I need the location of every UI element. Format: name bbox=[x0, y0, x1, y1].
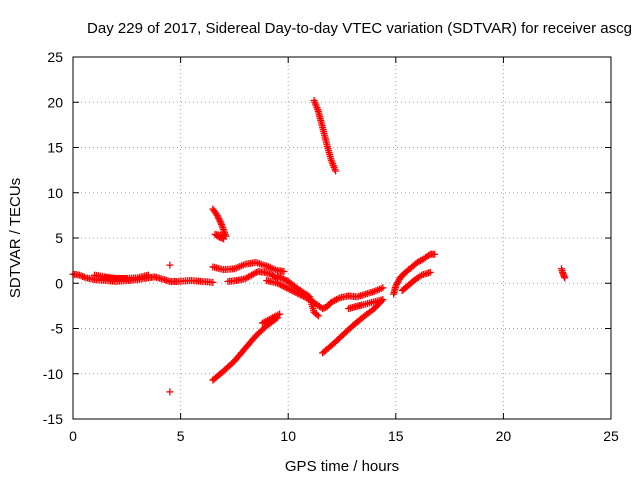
data-point bbox=[275, 273, 283, 281]
data-point bbox=[209, 278, 217, 286]
y-axis-label: SDTVAR / TECUs bbox=[7, 178, 24, 298]
x-tick-label: 5 bbox=[177, 428, 185, 444]
axis-ticks: 0 5 10 15 20 25 -15 -10 -5 0 5 10 15 20 25 bbox=[43, 49, 619, 444]
data-point bbox=[276, 310, 284, 318]
data-point bbox=[289, 287, 297, 295]
data-point bbox=[278, 274, 286, 282]
y-tick-label: 15 bbox=[47, 140, 63, 156]
data-markers bbox=[69, 96, 569, 396]
data-point bbox=[166, 261, 174, 269]
data-point bbox=[425, 251, 433, 259]
data-point bbox=[313, 311, 321, 319]
data-point bbox=[166, 388, 174, 396]
y-tick-label: 5 bbox=[55, 230, 63, 246]
y-tick-label: 20 bbox=[47, 94, 63, 110]
data-point bbox=[281, 276, 289, 284]
data-point bbox=[284, 285, 292, 293]
x-axis-label: GPS time / hours bbox=[285, 458, 399, 475]
x-tick-label: 10 bbox=[280, 428, 296, 444]
data-point bbox=[280, 267, 288, 275]
x-tick-label: 15 bbox=[388, 428, 404, 444]
data-point bbox=[277, 281, 285, 289]
y-tick-label: 0 bbox=[55, 275, 63, 291]
data-point bbox=[144, 271, 152, 279]
data-point bbox=[357, 301, 365, 309]
data-point bbox=[416, 272, 424, 280]
data-point bbox=[80, 273, 88, 281]
data-point bbox=[220, 235, 228, 243]
chart-title: Day 229 of 2017, Sidereal Day-to-day VTE… bbox=[87, 20, 632, 37]
data-point bbox=[426, 268, 434, 276]
grid-lines bbox=[73, 57, 611, 419]
y-tick-label: -5 bbox=[51, 321, 64, 337]
y-tick-label: -10 bbox=[43, 366, 63, 382]
data-point bbox=[273, 272, 281, 280]
data-point bbox=[273, 279, 281, 287]
data-point bbox=[79, 272, 87, 280]
data-point bbox=[213, 211, 221, 219]
y-tick-label: 25 bbox=[47, 49, 63, 65]
data-point bbox=[214, 213, 222, 221]
data-point bbox=[216, 217, 224, 225]
data-point bbox=[314, 312, 322, 320]
data-point bbox=[217, 219, 225, 227]
data-point bbox=[561, 274, 569, 282]
data-point bbox=[215, 214, 223, 222]
data-point bbox=[215, 216, 223, 224]
data-point bbox=[77, 272, 85, 280]
y-tick-label: -15 bbox=[43, 411, 63, 427]
data-point bbox=[332, 167, 340, 175]
data-point bbox=[280, 282, 288, 290]
data-point bbox=[280, 275, 288, 283]
data-point bbox=[278, 282, 286, 290]
x-tick-label: 25 bbox=[603, 428, 619, 444]
data-point bbox=[277, 274, 285, 282]
y-tick-label: 10 bbox=[47, 185, 63, 201]
x-tick-label: 20 bbox=[496, 428, 512, 444]
data-point bbox=[283, 284, 291, 292]
data-point bbox=[287, 286, 295, 294]
data-point bbox=[75, 271, 83, 279]
data-point bbox=[431, 250, 439, 258]
data-point bbox=[275, 280, 283, 288]
x-tick-label: 0 bbox=[69, 428, 77, 444]
data-point bbox=[281, 283, 289, 291]
data-point bbox=[286, 285, 294, 293]
data-point bbox=[379, 284, 387, 292]
data-point bbox=[123, 275, 131, 283]
